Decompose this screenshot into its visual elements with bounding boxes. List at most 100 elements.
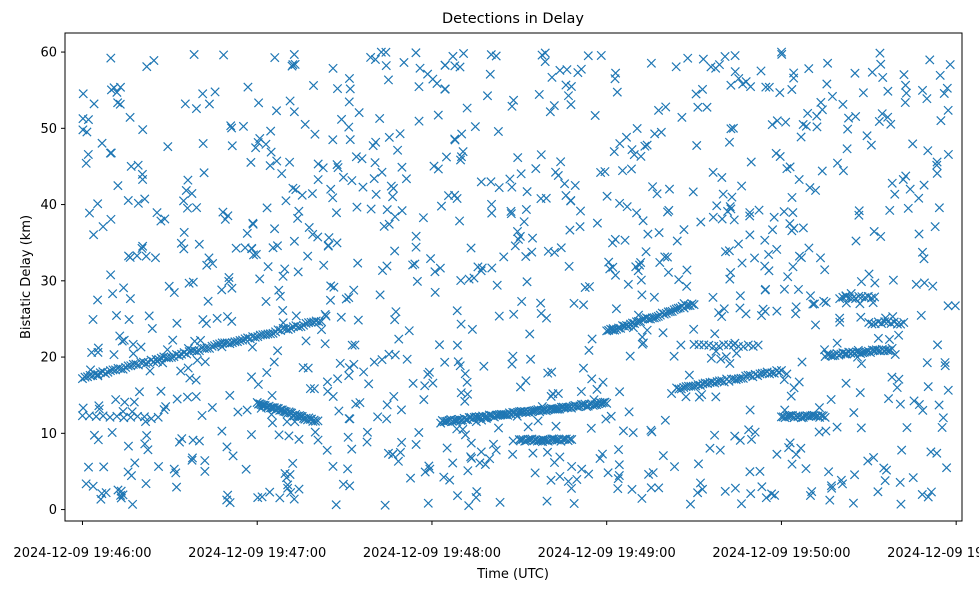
data-point xyxy=(746,434,757,444)
data-point xyxy=(621,132,632,142)
data-point xyxy=(794,174,804,185)
data-point xyxy=(286,487,296,498)
data-point xyxy=(543,368,553,378)
data-point xyxy=(902,422,912,433)
data-point xyxy=(149,55,159,66)
data-point xyxy=(382,261,392,271)
data-point xyxy=(631,317,642,327)
data-point xyxy=(602,191,612,201)
data-point xyxy=(313,174,323,185)
data-point xyxy=(606,411,616,421)
data-point xyxy=(756,66,766,76)
data-point xyxy=(573,67,583,78)
data-point xyxy=(874,116,884,127)
data-point xyxy=(523,422,533,432)
data-point xyxy=(294,434,304,444)
data-point xyxy=(225,339,235,349)
data-point xyxy=(434,340,445,350)
data-point xyxy=(353,258,363,268)
data-point xyxy=(778,412,788,422)
data-point xyxy=(485,69,495,79)
data-point xyxy=(570,180,580,191)
data-point xyxy=(275,493,285,503)
data-point xyxy=(408,260,418,270)
data-point xyxy=(755,466,765,476)
data-point xyxy=(476,447,486,457)
data-point xyxy=(883,393,894,404)
data-point xyxy=(692,488,703,498)
data-point xyxy=(456,152,467,162)
data-point xyxy=(522,277,532,287)
data-point xyxy=(382,414,392,424)
data-point xyxy=(471,492,481,503)
data-point xyxy=(900,97,910,108)
data-point xyxy=(725,267,736,278)
data-point xyxy=(776,365,787,376)
data-point xyxy=(452,306,462,316)
data-point xyxy=(448,458,458,468)
data-point xyxy=(404,326,414,336)
data-point xyxy=(233,407,243,417)
data-point xyxy=(377,354,387,365)
data-point xyxy=(864,269,874,279)
data-point xyxy=(779,207,789,217)
data-point xyxy=(362,437,372,447)
data-point xyxy=(843,124,853,134)
data-point xyxy=(863,456,873,466)
data-point xyxy=(145,366,155,376)
data-point xyxy=(736,499,747,509)
data-point xyxy=(83,462,94,472)
data-point xyxy=(499,252,509,262)
data-point xyxy=(720,51,730,62)
data-point xyxy=(577,464,587,474)
data-point xyxy=(342,464,353,474)
data-point xyxy=(142,61,152,72)
y-axis-title: Bistatic Delay (km) xyxy=(19,215,34,339)
data-point xyxy=(436,418,446,428)
data-point xyxy=(785,218,795,229)
data-point xyxy=(168,335,178,345)
x-tick-label: 2024-12-09 19:50:00 xyxy=(712,546,850,561)
data-point xyxy=(328,135,338,145)
data-point xyxy=(194,239,204,249)
data-point xyxy=(766,489,777,499)
data-point xyxy=(452,340,463,350)
data-point xyxy=(856,312,866,322)
data-point xyxy=(251,249,261,259)
data-point xyxy=(250,332,260,342)
data-point xyxy=(289,236,300,246)
data-point xyxy=(767,225,778,235)
data-point xyxy=(440,357,450,367)
data-point xyxy=(745,82,756,92)
data-point xyxy=(111,310,122,321)
data-point xyxy=(272,156,282,166)
data-point xyxy=(288,183,298,193)
data-point xyxy=(280,264,290,274)
data-point xyxy=(328,193,338,203)
data-point xyxy=(352,202,362,212)
data-point xyxy=(344,97,354,107)
data-point xyxy=(801,121,811,131)
data-point xyxy=(316,324,327,335)
data-point xyxy=(458,48,469,59)
data-point xyxy=(362,427,373,437)
data-point xyxy=(658,328,668,338)
data-point xyxy=(892,382,902,393)
data-point xyxy=(328,63,338,73)
data-point xyxy=(917,489,927,500)
data-point xyxy=(265,487,275,497)
data-point xyxy=(411,439,421,450)
data-point xyxy=(901,88,912,98)
data-point xyxy=(850,68,860,78)
data-point xyxy=(941,463,952,473)
data-point xyxy=(674,274,684,285)
data-point xyxy=(661,102,671,112)
data-point xyxy=(118,283,129,293)
data-point xyxy=(775,151,785,162)
data-point xyxy=(745,211,755,221)
data-point xyxy=(266,147,276,157)
data-point xyxy=(677,112,687,122)
data-point xyxy=(100,368,110,379)
data-point xyxy=(730,431,740,441)
data-point xyxy=(681,301,691,311)
